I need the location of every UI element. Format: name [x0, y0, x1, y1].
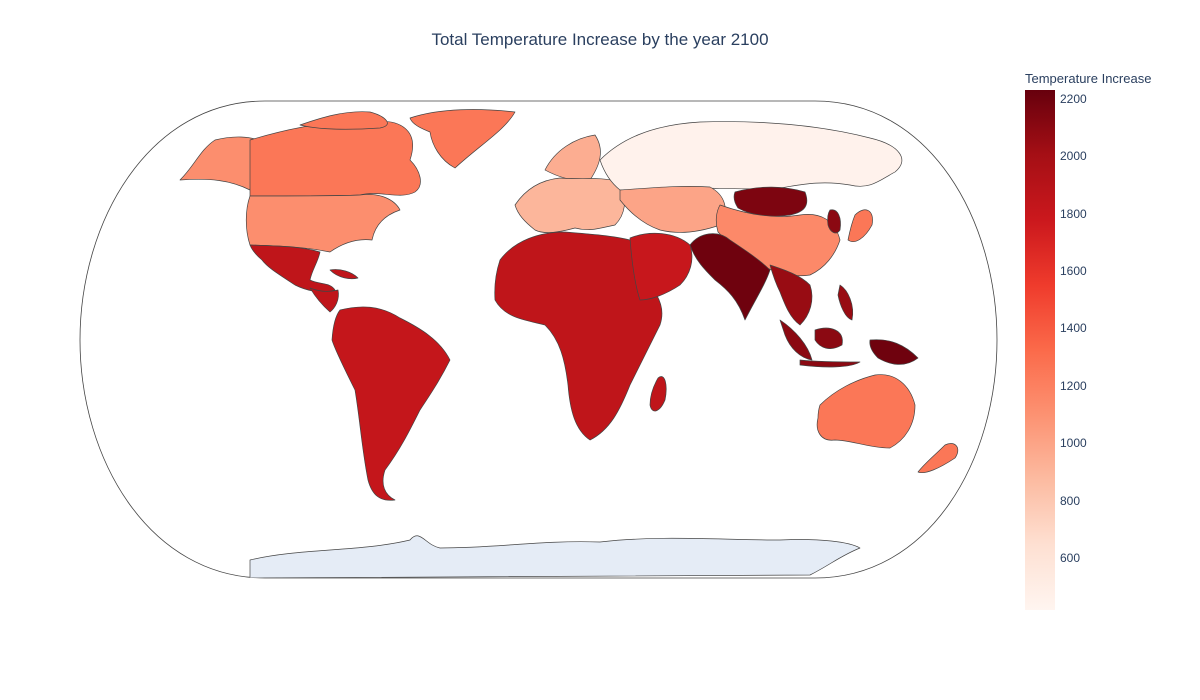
- colorbar-tick-label: 600: [1060, 551, 1081, 566]
- region-indonesia: [779, 319, 861, 368]
- colorbar-title: Temperature Increase: [1025, 71, 1152, 86]
- region-mongolia: [733, 186, 808, 217]
- region-australia: [816, 374, 916, 449]
- colorbar-tick-label: 800: [1060, 493, 1081, 508]
- region-europe: [514, 177, 625, 233]
- colorbar: [1025, 90, 1055, 610]
- region-greenland: [409, 109, 516, 169]
- region-africa: [494, 231, 663, 441]
- chart-title: Total Temperature Increase by the year 2…: [431, 30, 769, 49]
- region-new-guinea: [869, 339, 919, 365]
- colorbar-tick-label: 2200: [1060, 91, 1087, 106]
- colorbar-tick-label: 1400: [1060, 321, 1087, 336]
- colorbar-tick-label: 1200: [1060, 378, 1087, 393]
- colorbar-tick-label: 1800: [1060, 206, 1087, 221]
- region-china: [715, 204, 841, 277]
- colorbar-tick-label: 1000: [1060, 436, 1087, 451]
- region-new-zealand: [917, 443, 959, 474]
- region-madagascar: [649, 376, 667, 412]
- region-philippines: [837, 284, 854, 321]
- colorbar-tick-label: 1600: [1060, 263, 1087, 278]
- region-arabian-peninsula: [629, 232, 693, 301]
- region-alaska: [179, 136, 259, 191]
- region-india: [689, 233, 771, 321]
- region-caribbean: [329, 269, 359, 280]
- region-south-america: [331, 306, 451, 501]
- region-antarctica: [249, 535, 861, 578]
- region-southeast-asia: [769, 264, 813, 326]
- region-japan: [847, 209, 873, 242]
- region-korea: [827, 209, 841, 234]
- colorbar-tick-label: 2000: [1060, 149, 1087, 164]
- region-canada-islands: [299, 111, 388, 130]
- region-central-america: [309, 287, 339, 313]
- region-mexico: [249, 244, 336, 293]
